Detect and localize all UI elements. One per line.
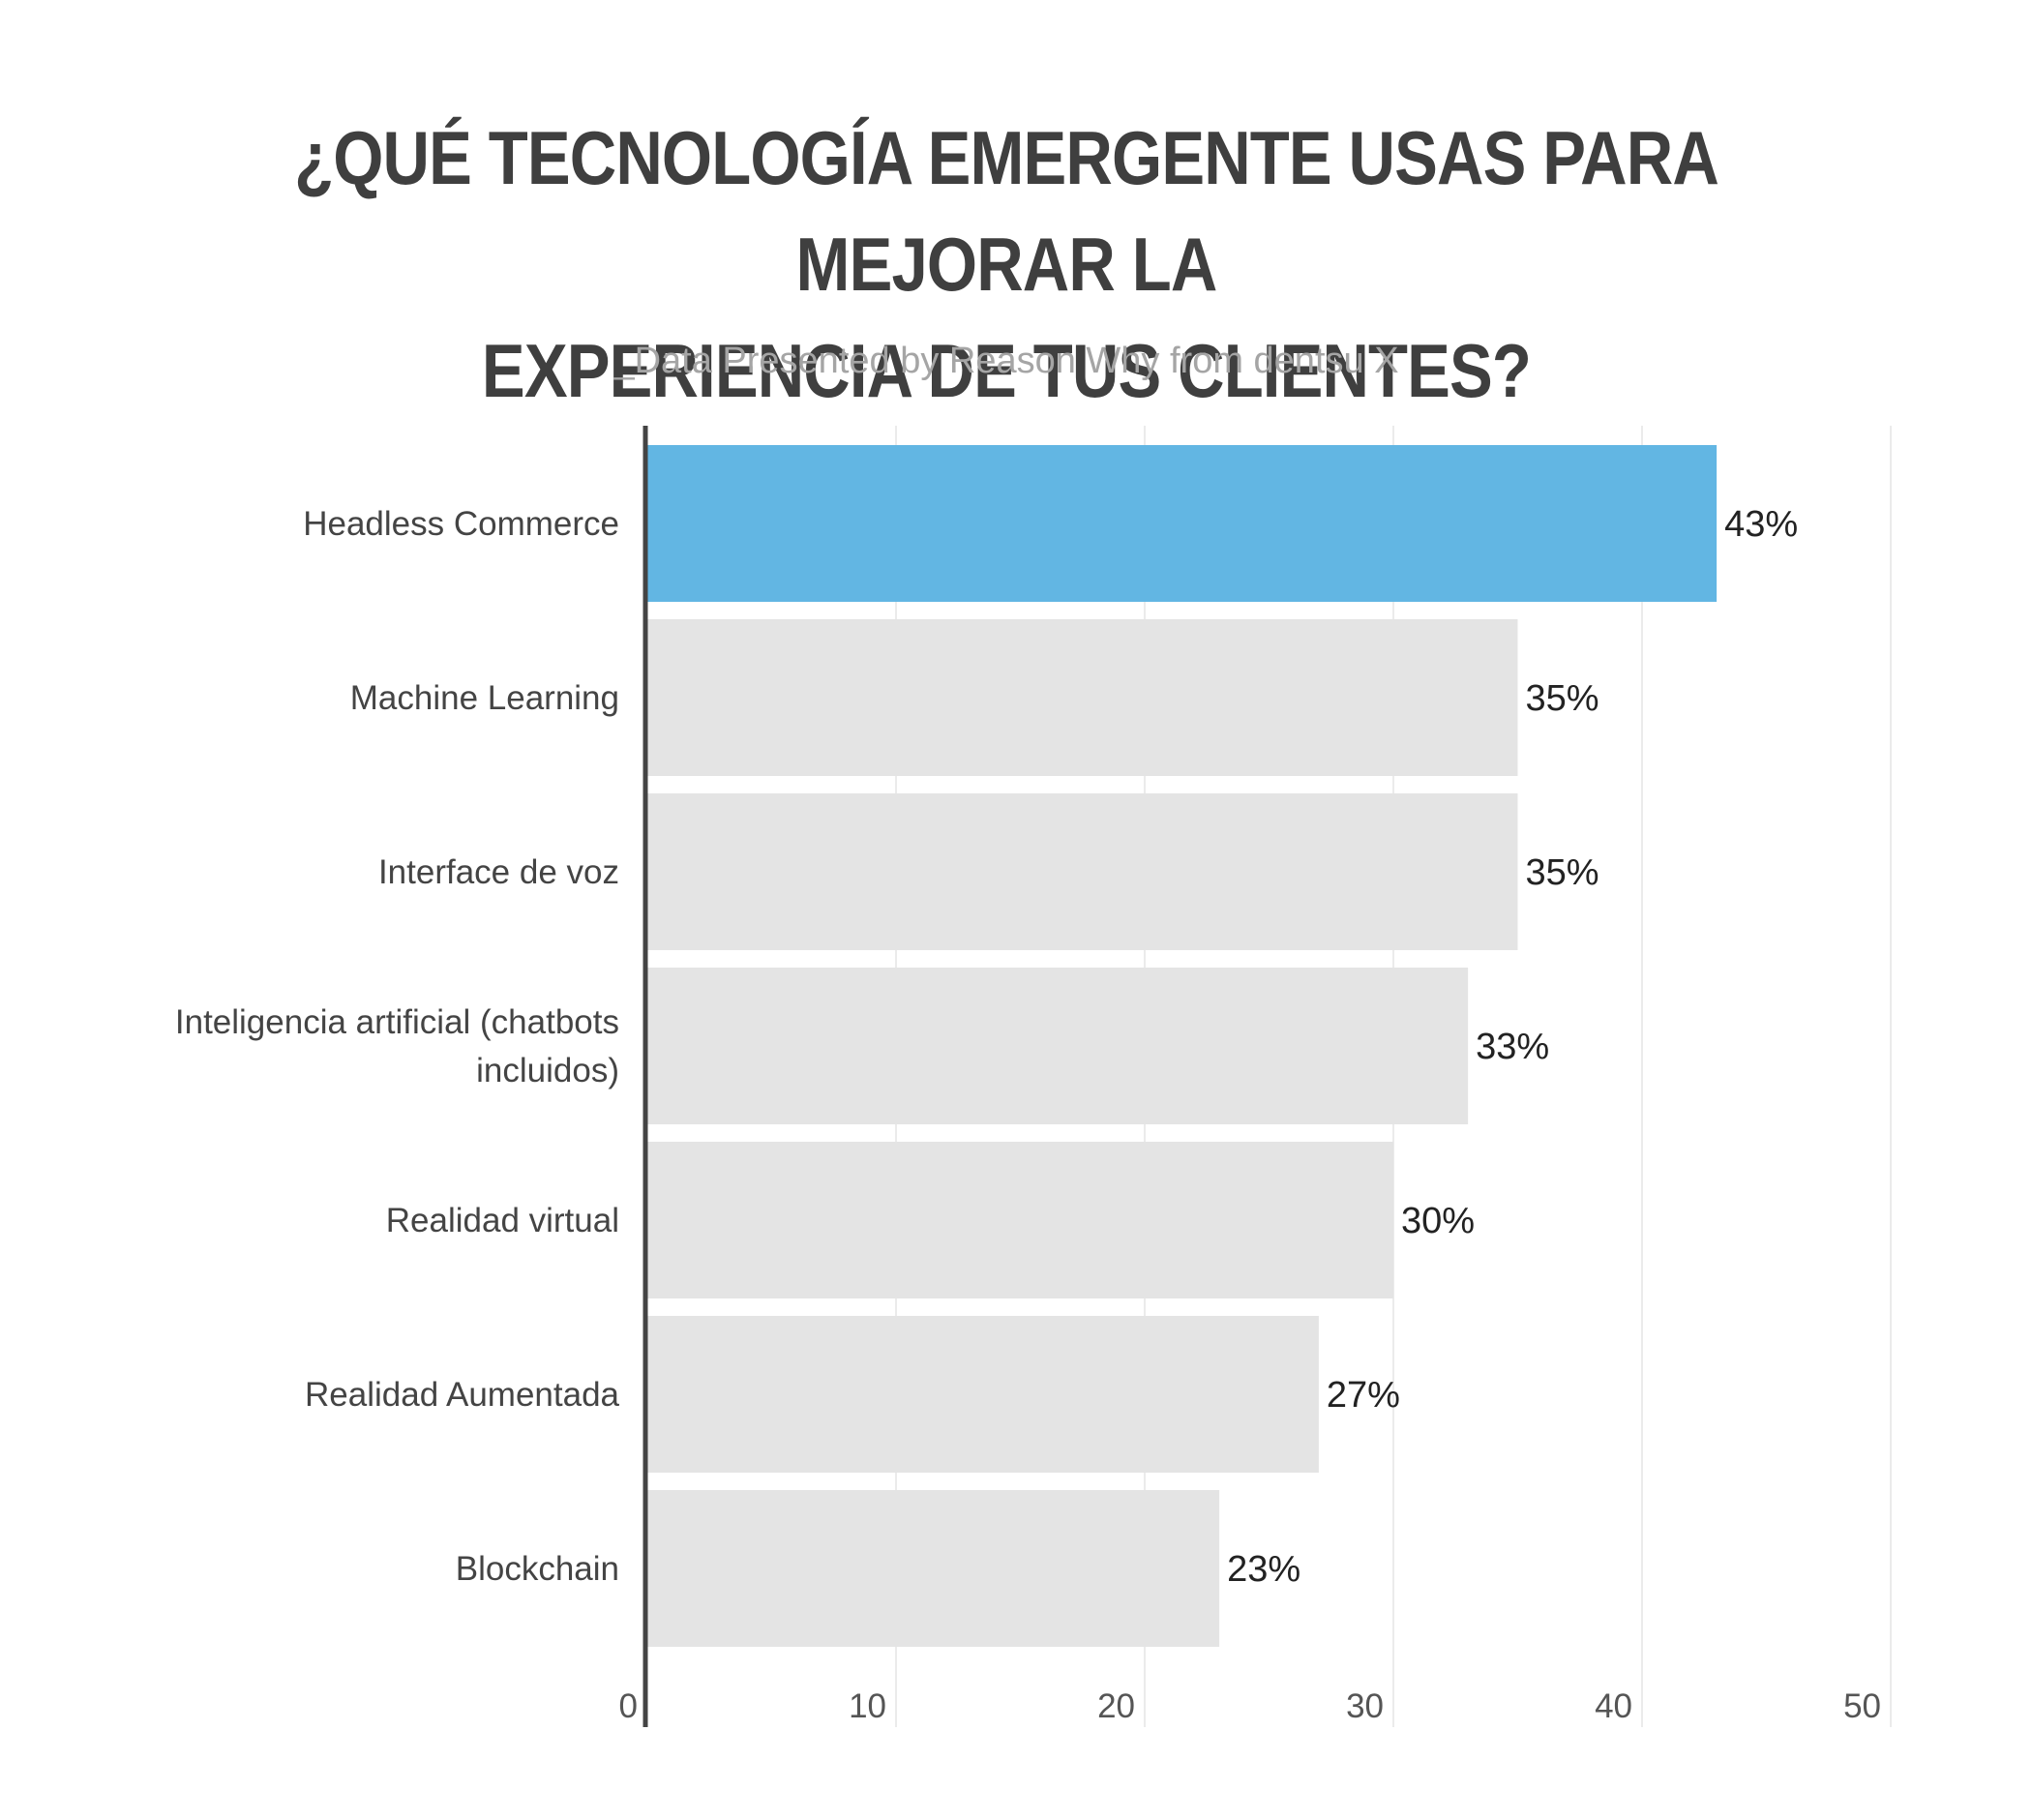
category-label: Blockchain [456, 1550, 619, 1588]
x-tick-label: 0 [619, 1687, 638, 1725]
chart-title: ¿QUÉ TECNOLOGÍA EMERGENTE USAS PARA MEJO… [266, 104, 1748, 424]
bar [647, 1142, 1393, 1298]
x-tick-label: 50 [1843, 1687, 1881, 1725]
bar [647, 793, 1518, 950]
x-tick-label: 20 [1097, 1687, 1135, 1725]
data-label: 35% [1526, 678, 1599, 719]
data-label: 35% [1526, 852, 1599, 893]
category-label: Interface de voz [378, 853, 619, 891]
category-label: Realidad virtual [386, 1202, 619, 1239]
chart-title-line-2: EXPERIENCIA DE TUS CLIENTES? [481, 328, 1532, 413]
chart-title-line-1: ¿QUÉ TECNOLOGÍA EMERGENTE USAS PARA MEJO… [294, 115, 1719, 307]
bar [647, 445, 1718, 602]
x-tick-label: 40 [1595, 1687, 1632, 1725]
category-label: Headless Commerce [303, 505, 619, 543]
x-tick-label: 10 [849, 1687, 886, 1725]
bar [647, 619, 1518, 776]
category-label: Machine Learning [350, 679, 619, 717]
chart-subtitle: _Data Presented by Reason Why from dents… [613, 341, 1399, 381]
data-label: 33% [1476, 1027, 1549, 1067]
category-label: Inteligencia artificial (chatbots [175, 1003, 619, 1041]
bar [647, 1316, 1319, 1473]
bar [647, 968, 1469, 1124]
data-label: 27% [1327, 1375, 1400, 1416]
bar [647, 1490, 1220, 1647]
category-label: Realidad Aumentada [305, 1376, 619, 1414]
x-tick-label: 30 [1346, 1687, 1384, 1725]
data-label: 30% [1401, 1201, 1475, 1241]
category-label: incluidos) [476, 1052, 619, 1089]
data-label: 23% [1227, 1549, 1300, 1590]
data-label: 43% [1724, 504, 1798, 545]
